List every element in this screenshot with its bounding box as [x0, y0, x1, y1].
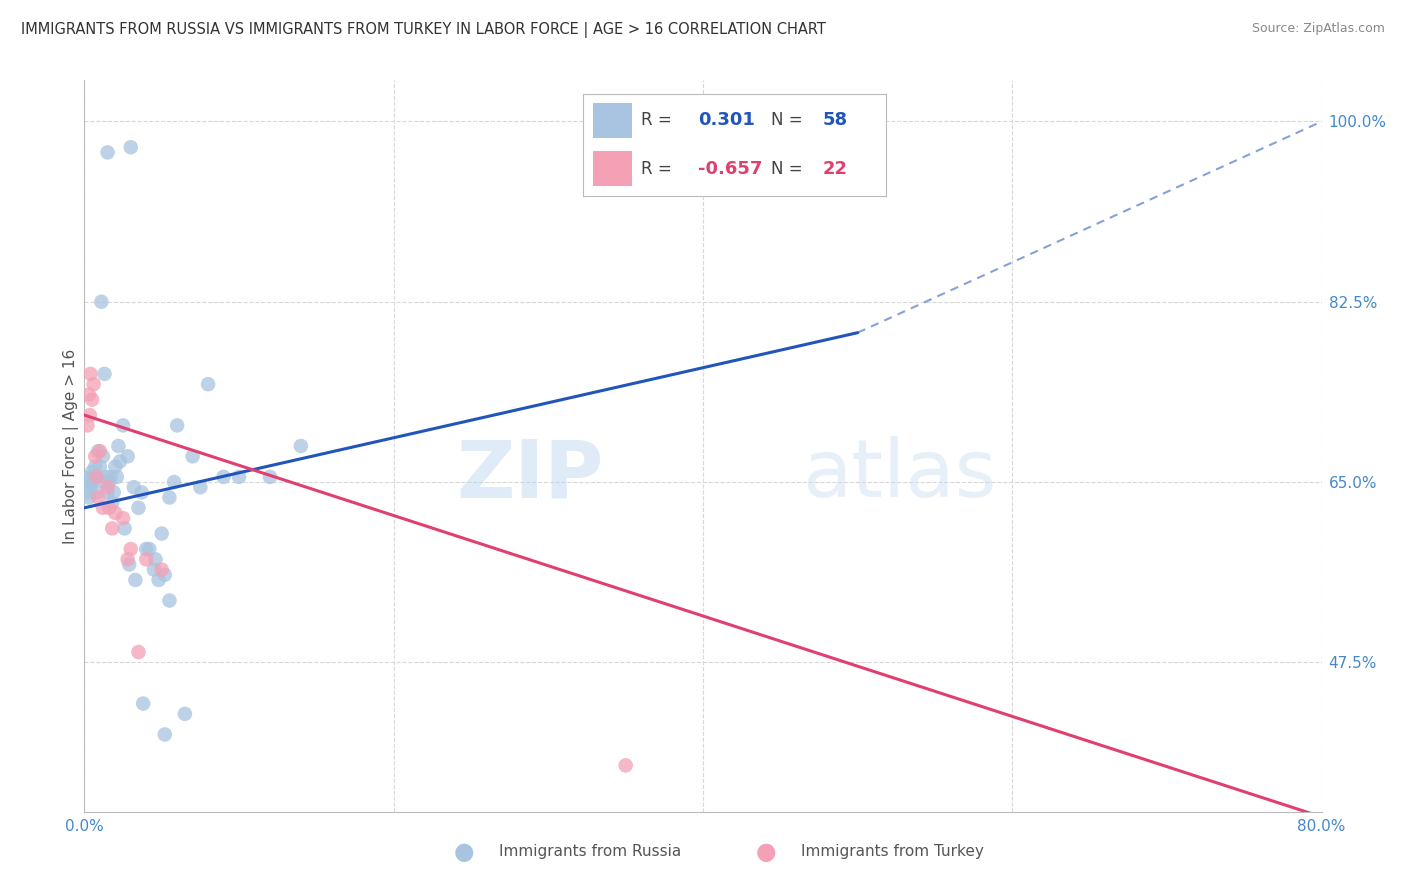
Point [290, 439, 312, 453]
Point [124, 573, 146, 587]
Point [104, 459, 127, 474]
Point [108, 454, 131, 468]
Point [148, 573, 170, 587]
Text: 0.301: 0.301 [699, 112, 755, 129]
Point [150, 563, 173, 577]
Point [87, 491, 110, 505]
Text: Source: ZipAtlas.com: Source: ZipAtlas.com [1251, 22, 1385, 36]
Text: -0.657: -0.657 [699, 160, 762, 178]
Point [120, 140, 142, 154]
Point [79, 367, 101, 381]
Point [174, 706, 197, 721]
Point [128, 645, 150, 659]
Text: ●: ● [454, 840, 474, 863]
Point [114, 521, 136, 535]
Point [98, 475, 121, 489]
Point [79, 408, 101, 422]
Point [181, 450, 204, 464]
Point [159, 593, 181, 607]
Point [166, 418, 188, 433]
Point [163, 475, 186, 489]
Point [188, 480, 212, 494]
Point [82, 392, 104, 407]
Point [153, 727, 176, 741]
Point [89, 444, 111, 458]
Point [138, 541, 160, 556]
Point [90, 294, 112, 309]
Point [212, 470, 235, 484]
Point [614, 758, 637, 772]
Point [118, 558, 141, 572]
Point [83, 470, 105, 484]
Point [91, 450, 114, 464]
Point [112, 511, 135, 525]
Point [107, 439, 129, 453]
Point [97, 485, 120, 500]
Text: ●: ● [756, 840, 776, 863]
Point [259, 470, 281, 484]
Text: ZIP: ZIP [457, 436, 605, 515]
Point [120, 541, 142, 556]
Point [112, 418, 135, 433]
Point [76, 418, 98, 433]
Point [82, 475, 104, 489]
Point [135, 552, 157, 566]
Point [135, 541, 157, 556]
Point [145, 552, 167, 566]
Point [97, 145, 120, 160]
Text: Immigrants from Turkey: Immigrants from Turkey [801, 845, 984, 859]
Point [91, 500, 114, 515]
Point [79, 470, 101, 484]
Point [197, 377, 219, 392]
Text: 58: 58 [823, 112, 848, 129]
Point [101, 496, 124, 510]
Point [228, 470, 250, 484]
Text: R =: R = [641, 112, 672, 129]
Point [94, 470, 117, 484]
Bar [592, 103, 631, 137]
Point [132, 697, 155, 711]
Point [103, 485, 125, 500]
Point [76, 485, 98, 500]
Point [86, 470, 108, 484]
Point [77, 387, 100, 401]
Point [77, 491, 100, 505]
Point [93, 475, 115, 489]
Point [77, 475, 100, 489]
Point [143, 563, 166, 577]
Point [87, 444, 110, 458]
Bar [592, 151, 631, 186]
Point [82, 465, 104, 479]
Text: Immigrants from Russia: Immigrants from Russia [499, 845, 682, 859]
Point [84, 450, 107, 464]
Point [117, 552, 139, 566]
Text: R =: R = [641, 160, 672, 178]
Point [105, 470, 128, 484]
Point [84, 459, 107, 474]
Text: N =: N = [770, 112, 803, 129]
Point [79, 480, 101, 494]
Text: atlas: atlas [801, 436, 997, 515]
Text: 22: 22 [823, 160, 848, 178]
Point [122, 480, 145, 494]
Point [131, 485, 153, 500]
Point [86, 485, 108, 500]
Y-axis label: In Labor Force | Age > 16: In Labor Force | Age > 16 [63, 349, 79, 543]
Point [89, 459, 111, 474]
Point [83, 377, 105, 392]
Point [128, 500, 150, 515]
Point [104, 506, 127, 520]
Point [97, 480, 120, 494]
Text: N =: N = [770, 160, 803, 178]
Text: IMMIGRANTS FROM RUSSIA VS IMMIGRANTS FROM TURKEY IN LABOR FORCE | AGE > 16 CORRE: IMMIGRANTS FROM RUSSIA VS IMMIGRANTS FRO… [21, 22, 825, 38]
Point [101, 521, 124, 535]
Point [117, 450, 139, 464]
Point [100, 470, 122, 484]
Point [153, 567, 176, 582]
Point [98, 500, 121, 515]
Point [159, 491, 181, 505]
Point [93, 367, 115, 381]
Point [86, 470, 108, 484]
Point [150, 526, 173, 541]
